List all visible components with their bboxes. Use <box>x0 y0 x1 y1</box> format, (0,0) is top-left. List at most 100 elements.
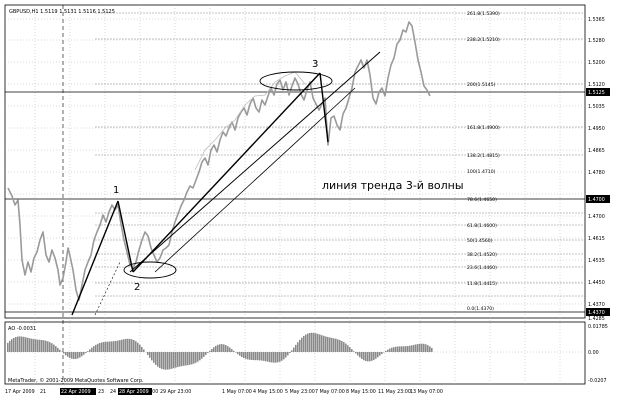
time-tick-highlight: 28 Apr 2009 <box>118 388 152 395</box>
ao-bar <box>413 344 415 352</box>
ao-bar <box>397 346 399 352</box>
ao-bar <box>379 352 381 356</box>
ao-bar <box>241 352 243 357</box>
ao-bar <box>427 345 429 352</box>
price-tick: 1.5280 <box>588 38 605 44</box>
svg-text:1.4700: 1.4700 <box>588 197 605 203</box>
trendline-main <box>129 51 381 273</box>
ao-bar <box>303 335 305 352</box>
ao-bar <box>231 349 233 352</box>
ao-bar <box>89 349 91 352</box>
ao-bar <box>349 347 351 352</box>
ao-bar <box>225 345 227 352</box>
ao-bar <box>213 347 215 352</box>
ao-bar <box>325 336 327 352</box>
ao-bar <box>81 352 83 357</box>
ao-bar <box>193 352 195 364</box>
ao-bar <box>223 344 225 352</box>
ao-bar <box>327 337 329 352</box>
fib-label: 200(1.5145) <box>467 82 496 88</box>
ao-bar <box>229 347 231 352</box>
ao-bar <box>143 349 145 352</box>
ao-bar <box>39 339 41 352</box>
ao-bar <box>83 352 85 355</box>
wave-2-line <box>117 200 134 273</box>
ao-bar <box>417 344 419 352</box>
ao-bar <box>367 352 369 362</box>
ao-bar <box>51 343 53 352</box>
price-panel[interactable] <box>4 4 586 319</box>
ao-bar <box>21 336 23 352</box>
fib-label: 138.2(1.4815) <box>467 153 500 159</box>
svg-text:22 Apr 2009: 22 Apr 2009 <box>61 389 91 395</box>
ao-bar <box>219 344 221 352</box>
ao-bar <box>187 352 189 366</box>
ao-bar <box>117 340 119 352</box>
indicator-panel[interactable] <box>4 321 586 385</box>
time-tick: 11 May 23:00 <box>378 389 411 395</box>
ao-bar <box>271 352 273 363</box>
ao-bar <box>167 352 169 370</box>
ao-bar <box>295 344 297 352</box>
svg-text:1.4370: 1.4370 <box>588 310 605 316</box>
ao-bar <box>113 341 115 352</box>
ao-bar <box>403 346 405 352</box>
ao-bar <box>27 337 29 352</box>
ao-bar <box>375 352 377 359</box>
ao-bar <box>405 346 407 352</box>
ao-bar <box>355 352 357 354</box>
ao-bar <box>185 352 187 366</box>
ao-bar <box>97 343 99 352</box>
price-tick: 1.5035 <box>588 104 605 110</box>
ao-bar <box>217 344 219 352</box>
indicator-tick: -0.0207 <box>588 378 607 384</box>
ao-bar <box>387 349 389 352</box>
ao-bar <box>385 350 387 352</box>
time-tick-highlight: 22 Apr 2009 <box>60 388 96 395</box>
price-tick: 1.4615 <box>588 236 605 242</box>
ao-bar <box>243 352 245 359</box>
ao-bar <box>115 340 117 352</box>
ao-bar <box>415 344 417 352</box>
ao-bar <box>267 352 269 362</box>
price-tag-current: 1.5125 <box>586 88 610 96</box>
ao-bar <box>99 342 101 352</box>
ao-bar <box>139 344 141 352</box>
ao-bar <box>95 344 97 352</box>
ao-bar <box>409 345 411 352</box>
ao-bar <box>425 344 427 352</box>
indicator-header: AO -0.0031 <box>8 326 36 332</box>
ao-bar <box>207 352 209 353</box>
ao-bar <box>93 346 95 352</box>
ao-bar <box>69 352 71 358</box>
ao-bar <box>257 352 259 361</box>
price-tick: 1.5365 <box>588 17 605 23</box>
ao-bar <box>127 338 129 352</box>
ao-bar <box>275 352 277 363</box>
wave-lines <box>71 51 381 316</box>
ao-bar <box>381 352 383 355</box>
ao-bar <box>101 342 103 352</box>
ao-bar <box>315 333 317 352</box>
ao-bar <box>147 352 149 356</box>
ao-bar <box>313 332 315 352</box>
ao-bar <box>359 352 361 358</box>
indicator-tick: 0.01785 <box>588 324 608 330</box>
ao-bar <box>201 352 203 359</box>
ao-bar <box>77 352 79 359</box>
ao-bar <box>35 339 37 352</box>
ao-bar <box>299 339 301 352</box>
ao-bar <box>189 352 191 365</box>
ao-bar <box>157 352 159 367</box>
ao-bar <box>49 342 51 352</box>
ao-bar <box>251 352 253 360</box>
ao-bar <box>323 335 325 352</box>
ao-bar <box>7 342 9 352</box>
ao-bar <box>175 352 177 368</box>
ao-bar <box>269 352 271 363</box>
ao-bar <box>161 352 163 369</box>
time-tick: 24 <box>110 389 116 395</box>
ao-bar <box>265 352 267 362</box>
time-tick: 17 Apr 2009 <box>5 389 35 395</box>
